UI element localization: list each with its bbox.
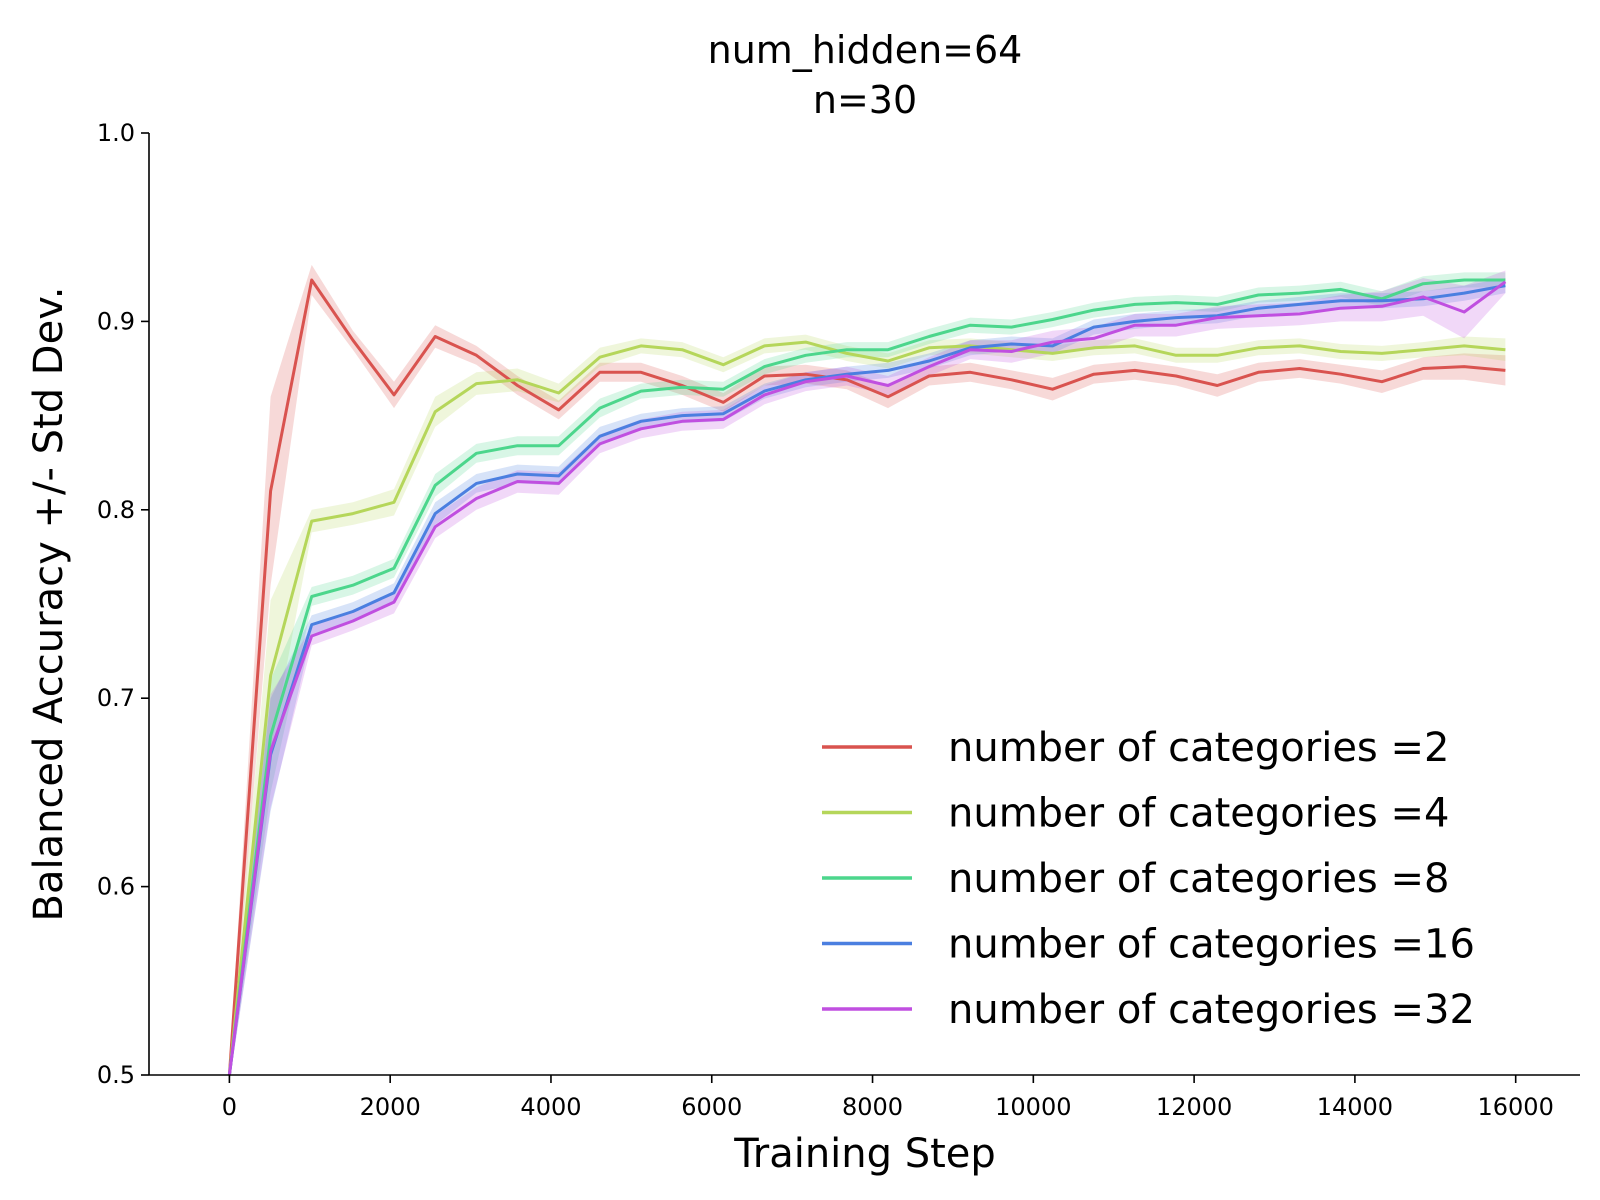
x-tick-label-0: 0 <box>222 1093 237 1121</box>
chart-title-line-2: n=30 <box>813 78 917 122</box>
x-tick-label-7: 14000 <box>1317 1093 1393 1121</box>
y-axis-label: Balanced Accuracy +/- Std Dev. <box>26 287 72 922</box>
x-tick-label-8: 16000 <box>1478 1093 1554 1121</box>
x-tick-label-1: 2000 <box>360 1093 421 1121</box>
legend-label-1: number of categories =4 <box>948 791 1449 837</box>
x-tick-label-5: 10000 <box>995 1093 1071 1121</box>
y-tick-label-5: 1.0 <box>97 119 135 147</box>
legend-label-4: number of categories =32 <box>948 987 1475 1033</box>
y-tick-label-2: 0.7 <box>97 684 135 712</box>
x-tick-label-6: 12000 <box>1156 1093 1232 1121</box>
chart-title-line-1: num_hidden=64 <box>708 28 1023 72</box>
std-band-series-3 <box>229 278 1506 1083</box>
legend-label-0: number of categories =2 <box>948 725 1449 771</box>
x-axis-label: Training Step <box>733 1131 996 1177</box>
series-line-4 <box>227 280 1507 1076</box>
y-tick-label-3: 0.8 <box>97 496 135 524</box>
y-tick-label-0: 0.5 <box>97 1061 135 1089</box>
series-line-1 <box>227 340 1506 1076</box>
series-line-0 <box>227 278 1506 1076</box>
legend: number of categories =2 number of categor… <box>822 725 1475 1033</box>
series-line-2 <box>227 278 1506 1076</box>
legend-label-3: number of categories =16 <box>948 922 1475 968</box>
std-band-series-4 <box>229 270 1506 1083</box>
y-tick-label-4: 0.9 <box>97 307 135 335</box>
x-tick-label-4: 8000 <box>842 1093 903 1121</box>
series-line-3 <box>227 284 1506 1076</box>
y-axis-ticks: 0.5 0.6 0.7 0.8 0.9 1.0 <box>97 119 149 1089</box>
legend-label-2: number of categories =8 <box>948 856 1449 902</box>
x-axis-ticks: 0 2000 4000 6000 8000 10000 12000 14000 16000 <box>222 1075 1554 1121</box>
x-tick-label-3: 6000 <box>681 1093 742 1121</box>
series-lines <box>227 278 1507 1076</box>
y-tick-label-1: 0.6 <box>97 873 135 901</box>
x-tick-label-2: 4000 <box>520 1093 581 1121</box>
